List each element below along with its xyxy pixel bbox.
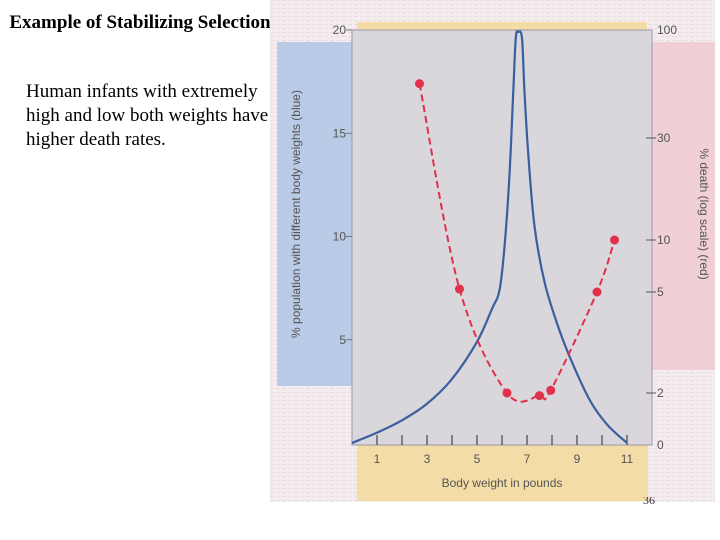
x-axis-band — [357, 445, 648, 501]
right-y-tick-label: 2 — [657, 386, 664, 400]
right-y-tick-label: 30 — [657, 131, 671, 145]
x-axis-label: Body weight in pounds — [442, 476, 563, 490]
right-axis-label: % death (log scale) (red) — [697, 148, 711, 279]
death-rate-point — [535, 391, 544, 401]
death-rate-curve — [418, 83, 616, 403]
slide-number: 36 — [643, 497, 655, 507]
right-y-tick-label: 5 — [657, 285, 664, 299]
slide-body-text: Human infants with extremely high and lo… — [26, 81, 269, 150]
plot-area — [351, 29, 653, 446]
population-curve — [351, 30, 628, 445]
x-tick-label: 9 — [574, 452, 581, 466]
right-axis-band — [652, 42, 715, 370]
right-axis-label-text: % death (log scale) (red) — [697, 148, 711, 279]
left-y-tick-label: 20 — [333, 23, 347, 37]
right-y-tick-label: 10 — [657, 233, 671, 247]
right-y-tick-label: 100 — [657, 23, 677, 37]
death-rate-point — [546, 385, 556, 395]
x-tick-label: 11 — [621, 452, 634, 466]
death-rate-point — [592, 287, 602, 297]
death-rate-point — [415, 79, 424, 89]
left-y-tick-label: 10 — [333, 230, 347, 244]
death-rate-point — [610, 235, 619, 245]
left-y-tick-label: 5 — [339, 333, 346, 347]
left-axis-band — [277, 42, 352, 386]
x-tick-label: 3 — [424, 452, 431, 466]
left-axis-label: % population with different body weights… — [289, 90, 303, 338]
death-rate-point — [502, 388, 512, 398]
top-band — [357, 22, 647, 30]
slide-title: Example of Stabilizing Selection — [9, 12, 271, 33]
left-y-tick-label: 15 — [333, 126, 347, 140]
left-axis-label-text: % population with different body weights… — [289, 90, 303, 338]
x-tick-label: 5 — [474, 452, 481, 466]
x-tick-label: 1 — [374, 452, 381, 466]
death-rate-point — [455, 284, 464, 294]
right-y-tick-label: 0 — [657, 438, 664, 452]
x-tick-label: 7 — [524, 452, 531, 466]
